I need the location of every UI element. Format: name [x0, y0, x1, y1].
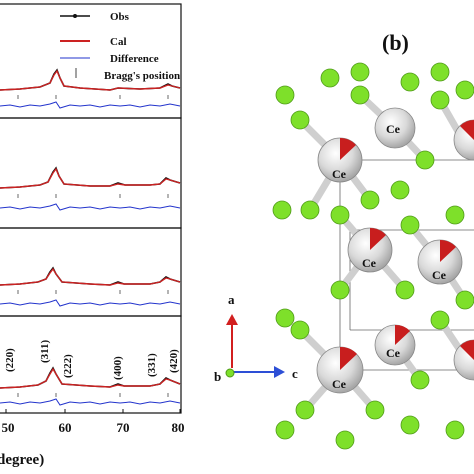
ce-label: Ce: [332, 167, 347, 181]
x-tick-70: 70: [117, 420, 130, 435]
ce-atom: Ce: [374, 324, 416, 366]
f-atom: [455, 80, 474, 100]
bragg-ticks-3: [17, 290, 169, 294]
ce-label: Ce: [386, 346, 401, 360]
legend-cal: Cal: [60, 36, 127, 48]
peak-label-400: (400): [112, 356, 124, 380]
ce-atom: Ce: [316, 346, 364, 394]
axis-b-label: b: [214, 369, 221, 384]
f-atom: [410, 370, 430, 390]
pattern-1: [0, 68, 181, 109]
ce-label: Ce: [332, 377, 347, 391]
diff-trace-3: [0, 299, 181, 307]
bragg-ticks-1: [17, 95, 169, 99]
cal-trace-1: [0, 69, 181, 91]
diff-trace-1: [0, 101, 181, 109]
f-atom: [400, 415, 420, 435]
ce-label: Ce: [386, 122, 401, 136]
ce-atom: [453, 339, 474, 381]
f-atom: [390, 180, 410, 200]
cal-trace-2: [0, 167, 181, 189]
axis-c-label: c: [292, 366, 298, 381]
x-tick-50: 50: [2, 420, 15, 435]
f-atom: [290, 110, 310, 130]
peak-label-222: (222): [62, 354, 74, 378]
ce-label: Ce: [432, 268, 447, 282]
peak-label-420: (420): [168, 349, 180, 373]
obs-trace-3: [0, 266, 181, 286]
x-tick-80: 80: [172, 420, 185, 435]
f-atom: [445, 205, 465, 225]
f-atom: [275, 308, 295, 328]
legend-bragg-label: Bragg's position: [104, 70, 180, 82]
f-atom: [415, 150, 435, 170]
ce-label: Ce: [362, 256, 377, 270]
pattern-3: [0, 266, 181, 307]
bragg-ticks-2: [17, 194, 169, 198]
cal-trace-3: [0, 267, 181, 286]
ce-atoms: Ce Ce Ce Ce Ce: [316, 107, 474, 394]
plot-frame-2: [0, 117, 182, 229]
x-tick-60: 60: [59, 420, 72, 435]
panel-b-label: (b): [382, 30, 409, 55]
peak-labels: (220) (311) (222) (400) (331) (420): [4, 339, 180, 380]
f-atom: [272, 200, 292, 220]
f-atom: [300, 200, 320, 220]
f-atom: [290, 320, 310, 340]
diff-trace-4: [0, 398, 181, 406]
f-atom: [275, 85, 295, 105]
f-atoms: [272, 62, 474, 450]
axis-a-label: a: [228, 292, 235, 307]
f-atom: [430, 90, 450, 110]
ce-atom: [453, 119, 474, 161]
x-axis: 50 60 70 80 (degree): [0, 409, 185, 468]
f-atom: [350, 62, 370, 82]
f-atom: [430, 310, 450, 330]
axis-triad: a b c: [214, 292, 298, 384]
plot-frames: [0, 3, 182, 414]
ce-atom: Ce: [317, 137, 363, 183]
f-atom: [395, 280, 415, 300]
peak-label-220: (220): [4, 348, 16, 372]
f-atom: [445, 420, 465, 440]
legend-difference: Difference: [60, 53, 159, 65]
peak-label-311: (311): [39, 339, 51, 363]
f-atom: [430, 62, 450, 82]
cal-trace-4: [0, 367, 181, 389]
pattern-4: [0, 366, 181, 406]
f-atom: [360, 190, 380, 210]
f-atom: [275, 420, 295, 440]
ce-atom: Ce: [374, 107, 416, 149]
f-atom: [335, 430, 355, 450]
axis-b-dot: [225, 368, 235, 378]
f-atom: [330, 205, 350, 225]
f-atom: [455, 290, 474, 310]
legend-difference-label: Difference: [110, 53, 159, 65]
panel-b: (b): [214, 30, 474, 450]
ce-atom: Ce: [347, 227, 393, 273]
f-atom: [320, 68, 340, 88]
f-atom: [400, 215, 420, 235]
panel-a: Obs Cal Difference Bragg's position: [0, 3, 185, 468]
diff-trace-2: [0, 203, 181, 211]
legend: Obs Cal Difference Bragg's position: [60, 11, 180, 82]
f-atom: [400, 72, 420, 92]
legend-obs-label: Obs: [110, 11, 130, 23]
f-atom: [350, 85, 370, 105]
legend-cal-label: Cal: [110, 36, 127, 48]
f-atom: [365, 400, 385, 420]
pattern-2: [0, 166, 181, 211]
f-atom: [330, 280, 350, 300]
legend-bragg: Bragg's position: [75, 68, 180, 82]
f-atom: [295, 400, 315, 420]
x-axis-label: (degree): [0, 452, 44, 468]
peak-label-331: (331): [146, 353, 158, 377]
plot-frame-4: [0, 315, 182, 414]
ce-atom: Ce: [417, 239, 463, 285]
bragg-ticks-4: [17, 393, 169, 397]
legend-obs: Obs: [60, 11, 130, 23]
